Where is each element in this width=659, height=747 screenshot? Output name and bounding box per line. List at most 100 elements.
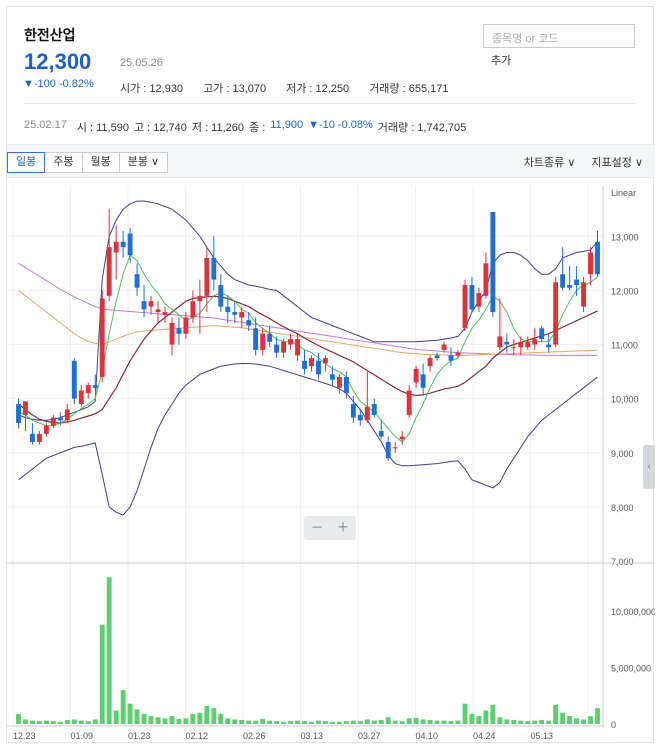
volume-bar [420, 719, 426, 724]
volume-bar [43, 720, 49, 724]
date-tick-label: 05.13 [531, 731, 554, 741]
candle-body [329, 374, 335, 380]
volume-bar [448, 721, 454, 724]
volume-bar [336, 721, 342, 724]
volume-bar [546, 720, 552, 724]
volume-bar [434, 720, 440, 724]
candle-body [218, 285, 224, 307]
volume-bar [385, 717, 391, 724]
candle-body [267, 333, 273, 342]
candle-body [23, 401, 28, 415]
candle-body [588, 252, 593, 275]
candle-body [574, 279, 580, 285]
toolbar-right: 차트종류 ∨ 지표설정 ∨ [524, 154, 643, 170]
tab-monthly[interactable]: 월봉 [81, 152, 120, 173]
candle-body [281, 341, 287, 353]
volume-bar [476, 716, 482, 724]
candle-body [99, 298, 105, 377]
candle-body [518, 341, 524, 348]
volume-bar [309, 721, 314, 724]
candle-body [455, 352, 461, 356]
volume-bar [490, 704, 496, 724]
candle-body [413, 368, 419, 383]
zoom-in-button[interactable]: + [337, 517, 349, 537]
candle-body [295, 339, 300, 356]
volume-bar [441, 720, 447, 724]
volume-bar [518, 720, 524, 724]
volume-bar [127, 703, 133, 724]
tab-minute[interactable]: 분봉 ∨ [118, 152, 169, 173]
price-tick-label: 11,000 [611, 341, 638, 351]
candle-body [183, 317, 189, 334]
candle-body [29, 433, 35, 442]
candle-body [546, 344, 552, 348]
volume-bar [260, 718, 266, 724]
ma60-line [18, 290, 598, 356]
volume-bar [92, 719, 98, 724]
candle-body [448, 355, 454, 361]
price-chart[interactable]: 13,000 12,000 11,000 10,000 9,000 8,000 7,000 L… [7, 178, 655, 744]
volume-bar [469, 713, 475, 724]
volume-bar [218, 713, 224, 724]
candle-body [71, 360, 77, 399]
volume-bar [225, 718, 231, 724]
volume-bar [595, 708, 600, 724]
hover-high: 고 : 12,740 [133, 122, 187, 134]
volume-bar [574, 718, 580, 724]
volume-bar [204, 705, 210, 724]
quote-date: 25.05.26 [120, 57, 163, 69]
candle-body [190, 301, 196, 318]
hover-date: 25.02.17 [24, 119, 67, 131]
candle-body [483, 263, 489, 296]
candle-body [16, 404, 21, 423]
volume-bar [106, 577, 112, 724]
tab-weekly[interactable]: 주봉 [44, 152, 83, 173]
volume-bar [253, 720, 259, 724]
candle-body [553, 282, 559, 345]
stock-chart-widget: 한전산업 12,300 25.05.26 ▼-100 -0.82% 시가 : 1… [6, 6, 655, 744]
candle-body [141, 301, 147, 310]
date-tick-label: 02.26 [243, 731, 266, 741]
volume-bar [162, 718, 168, 724]
candle-body [357, 414, 363, 421]
volume-bar [483, 710, 489, 724]
volume-bar [71, 719, 77, 724]
side-panel-toggle[interactable]: ‹ [643, 445, 655, 489]
candle-body [504, 341, 510, 345]
volume-bar [239, 720, 245, 724]
date-tick-label: 04.10 [416, 731, 439, 741]
stock-search-input[interactable]: 종목명 or 코드 [483, 24, 635, 48]
candle-body [134, 274, 140, 288]
volume-bar [357, 721, 363, 724]
volume-bar [211, 708, 217, 724]
volume-bar [532, 720, 538, 724]
volume-bar [539, 720, 545, 724]
stock-name: 한전산업 [24, 27, 76, 43]
candle-body [225, 306, 231, 313]
scale-label: Linear [611, 188, 636, 198]
candle-body [260, 333, 266, 350]
price-tick-label: 8,000 [611, 503, 634, 513]
volume-bar [134, 709, 140, 724]
add-stock-button[interactable]: 추가 [491, 55, 512, 67]
candle-body [162, 312, 168, 315]
volume-bar [267, 720, 273, 724]
date-tick-label: 03.13 [301, 731, 324, 741]
tab-daily[interactable]: 일봉 [7, 152, 46, 173]
candle-body [378, 431, 384, 437]
candle-body [462, 285, 468, 329]
volume-bar [504, 719, 510, 724]
candle-body [113, 241, 119, 253]
candle-body [155, 309, 161, 313]
volume-bar [581, 719, 587, 724]
volume-bar [413, 717, 419, 724]
trade-volume: 거래량 : 655,171 [369, 83, 449, 95]
volume-bar [553, 704, 559, 724]
volume-bar [120, 690, 126, 724]
chart-type-dropdown[interactable]: 차트종류 ∨ [523, 157, 576, 169]
candle-body [511, 347, 517, 349]
volume-bar [511, 720, 517, 724]
candle-body [476, 293, 482, 307]
zoom-out-button[interactable]: − [311, 517, 323, 537]
indicator-settings-dropdown[interactable]: 지표설정 ∨ [591, 157, 643, 169]
